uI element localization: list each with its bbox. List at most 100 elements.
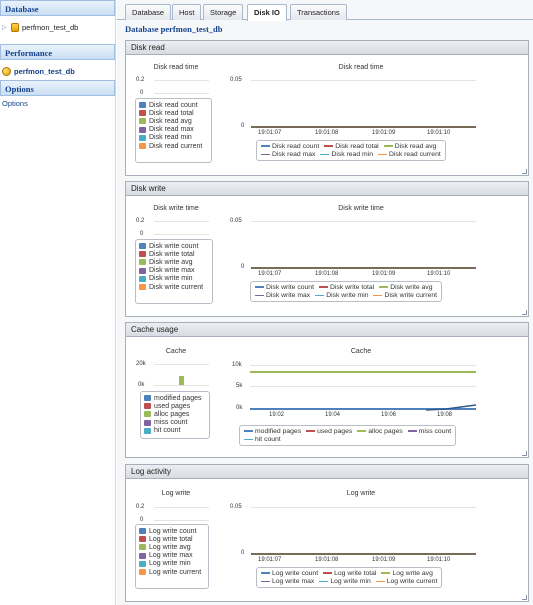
big-legend: modified pages used pages alloc pages mi…	[239, 425, 457, 446]
resize-handle[interactable]	[522, 169, 527, 174]
legend-item: Disk write current	[373, 292, 437, 299]
legend-item: Disk read min	[139, 134, 208, 142]
y-tick: 0	[241, 123, 245, 129]
x-tick: 19:01:09	[372, 130, 396, 136]
legend-item: Log write count	[139, 527, 205, 535]
swatch	[139, 143, 146, 150]
y-tick: 0.05	[230, 504, 242, 510]
performance-db-item[interactable]: perfmon_test_db	[2, 64, 113, 78]
resize-handle[interactable]	[522, 451, 527, 456]
legend-item: Disk read avg	[383, 143, 436, 150]
resize-handle[interactable]	[522, 595, 527, 600]
x-tick: 19:02	[269, 412, 285, 418]
legend-item: Log write total	[139, 535, 205, 543]
performance-icon	[2, 66, 11, 76]
y-tick: 0.2	[136, 77, 145, 83]
swatch	[139, 284, 146, 291]
tab-host[interactable]: Host	[172, 4, 202, 20]
big-chart-title: Disk read time	[338, 64, 384, 71]
legend-label: modified pages	[154, 394, 202, 402]
grid-line	[154, 364, 209, 365]
database-tree-item[interactable]: ▷ perfmon_test_db	[2, 20, 113, 34]
grid-line	[154, 221, 209, 222]
x-tick: 19:01:07	[258, 271, 282, 277]
tab-database[interactable]: Database	[125, 4, 172, 20]
legend-label: Log write count	[149, 527, 197, 535]
resize-handle[interactable]	[522, 310, 527, 315]
sidebar: Database ▷ perfmon_test_db Performance p…	[0, 0, 116, 605]
small-chart-title: Cache	[165, 348, 187, 355]
panel-title: Disk read	[126, 41, 528, 55]
legend-item: Disk write min	[139, 275, 209, 283]
swatch	[139, 126, 146, 133]
legend-row: Log write count Log write total Log writ…	[261, 569, 437, 578]
grid-line	[251, 507, 476, 508]
legend-row: hit count	[244, 436, 451, 445]
alloc-pages-line	[250, 371, 476, 373]
swatch	[139, 569, 146, 576]
tab-storage[interactable]: Storage	[203, 4, 244, 20]
small-legend: Log write count Log write total Log writ…	[135, 524, 209, 589]
grid-line	[154, 234, 209, 235]
legend-item: Log write total	[323, 570, 376, 577]
legend-item: Disk write count	[139, 242, 209, 250]
legend-item: Log write current	[139, 568, 205, 576]
small-legend: modified pages used pages alloc pages mi…	[140, 391, 210, 439]
panel-disk-read: Disk read Disk read time 0.2 0 Disk read…	[125, 40, 529, 176]
swatch	[139, 528, 146, 535]
flat-data-line	[251, 267, 476, 269]
legend-row: Disk read count Disk read total Disk rea…	[261, 142, 441, 151]
legend-item: Log write max	[261, 578, 314, 585]
legend-item: modified pages	[144, 394, 206, 402]
sidebar-options-header[interactable]: Options	[0, 80, 115, 96]
legend-label: Disk read min	[149, 134, 192, 142]
legend-label: Disk write max	[149, 267, 195, 275]
swatch	[139, 552, 146, 559]
small-chart-title: Disk read time	[153, 64, 199, 71]
legend-item: Disk write avg	[139, 258, 209, 266]
grid-line	[154, 520, 209, 521]
grid-line	[250, 386, 476, 387]
sidebar-performance-section: perfmon_test_db	[0, 60, 115, 80]
legend-label: hit count	[154, 427, 181, 435]
swatch	[139, 275, 146, 282]
sidebar-database-header[interactable]: Database	[0, 0, 115, 16]
legend-item: Log write count	[261, 570, 318, 577]
legend-label: Disk write min	[149, 275, 193, 283]
y-tick: 5k	[236, 383, 243, 389]
legend-item: Disk read current	[139, 142, 208, 150]
tree-expand-icon[interactable]: ▷	[2, 24, 7, 31]
legend-item: Disk read current	[378, 151, 441, 158]
swatch	[144, 411, 151, 418]
legend-item: Log write min	[319, 578, 371, 585]
performance-db-name: perfmon_test_db	[14, 66, 75, 76]
legend-label: Log write min	[149, 560, 191, 568]
sidebar-performance-header[interactable]: Performance	[0, 44, 115, 60]
hit-count-curve	[426, 404, 476, 411]
small-legend: Disk read count Disk read total Disk rea…	[135, 98, 212, 163]
legend-label: Log write total	[149, 535, 193, 543]
legend-row: Disk write max Disk write min Disk write…	[255, 292, 437, 301]
legend-item: Log write min	[139, 560, 205, 568]
legend-label: Disk read max	[149, 126, 194, 134]
swatch	[144, 403, 151, 410]
panel-title: Log activity	[126, 465, 528, 479]
tab-transactions[interactable]: Transactions	[290, 4, 347, 20]
tab-disk-io[interactable]: Disk IO	[247, 4, 287, 21]
main-content: Database Host Storage Disk IO Transactio…	[117, 0, 533, 605]
legend-item: Disk read max	[261, 151, 315, 158]
legend-label: Log write current	[149, 568, 202, 576]
panel-cache-usage: Cache usage Cache 20k 0k modified pages …	[125, 322, 529, 458]
legend-item: Disk write avg	[379, 284, 433, 291]
legend-item: hit count	[244, 436, 281, 443]
panel-log-activity: Log activity Log write 0.2 0 Log write c…	[125, 464, 529, 602]
panel-title: Disk write	[126, 182, 528, 196]
options-link[interactable]: Options	[2, 99, 28, 108]
swatch	[139, 267, 146, 274]
big-chart-title: Disk write time	[338, 205, 384, 212]
panel-disk-write: Disk write Disk write time 0.2 0 Disk wr…	[125, 181, 529, 317]
y-tick: 0	[241, 550, 245, 556]
legend-row: modified pages used pages alloc pages mi…	[244, 427, 451, 436]
swatch	[139, 243, 146, 250]
